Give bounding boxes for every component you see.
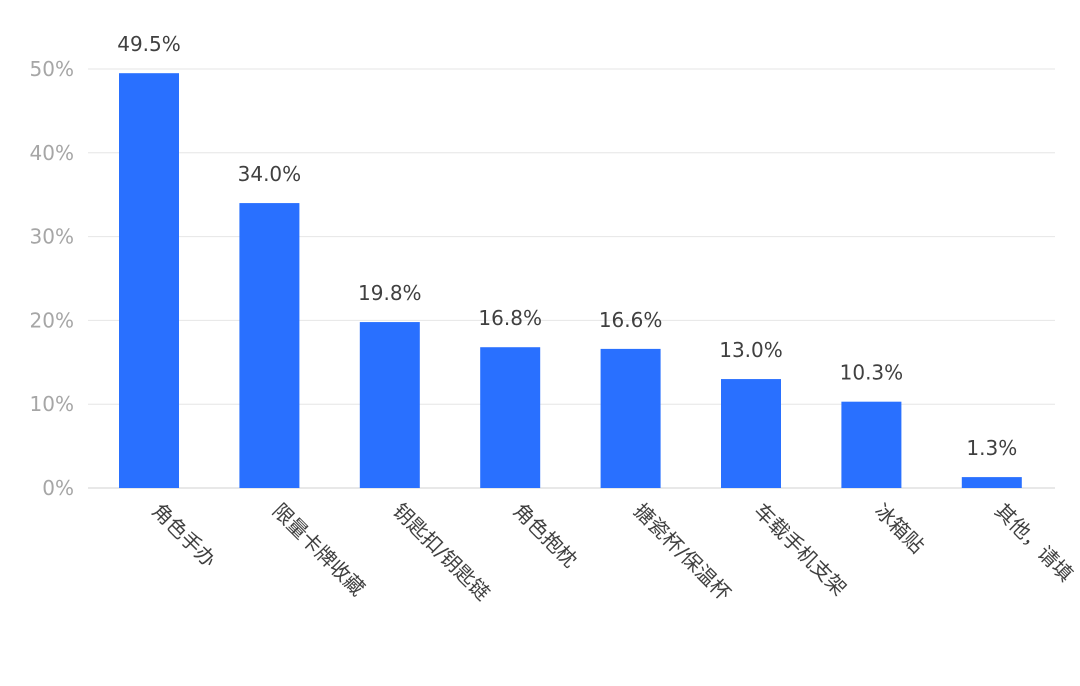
category-label: 车载手机支架 — [749, 499, 851, 601]
y-axis-tick-labels: 0% 10% 20% 30% 40% 50% — [30, 57, 74, 500]
bar — [721, 379, 781, 488]
bar — [359, 322, 420, 488]
data-label: 16.6% — [599, 308, 663, 332]
y-tick-label: 40% — [30, 141, 74, 165]
category-label: 冰箱贴 — [870, 499, 929, 558]
data-label: 10.3% — [840, 361, 904, 385]
data-label: 34.0% — [238, 162, 302, 186]
data-label: 13.0% — [719, 338, 783, 362]
bar — [239, 203, 300, 488]
y-tick-label: 10% — [30, 392, 74, 416]
x-axis-category-labels: 角色手办 限量卡牌收藏 钥匙扣/钥匙链 角色抱枕 搪瓷杯/保温杯 车载手机支架 冰箱贴 其他，… — [147, 499, 1077, 606]
gridlines — [88, 68, 1055, 489]
data-label: 1.3% — [966, 436, 1017, 460]
data-label: 16.8% — [478, 306, 542, 330]
bar — [600, 348, 661, 488]
category-label: 角色抱枕 — [509, 499, 583, 573]
bars — [119, 73, 1022, 488]
data-label: 49.5% — [117, 32, 181, 56]
category-label: 钥匙扣/钥匙链 — [388, 499, 495, 606]
data-label: 19.8% — [358, 281, 422, 305]
y-tick-label: 30% — [30, 225, 74, 249]
y-tick-label: 0% — [42, 476, 74, 500]
category-label: 搪瓷杯/保温杯 — [629, 499, 736, 606]
category-label: 限量卡牌收藏 — [268, 499, 370, 601]
bar — [841, 401, 902, 488]
bar — [480, 347, 541, 488]
bar — [961, 477, 1022, 488]
category-label: 其他，请填 — [990, 499, 1078, 587]
bar — [119, 73, 179, 488]
data-labels: 49.5% 34.0% 19.8% 16.8% 16.6% 13.0% 10.3% 1.3% — [117, 32, 1017, 460]
y-tick-label: 50% — [30, 57, 74, 81]
y-tick-label: 20% — [30, 308, 74, 332]
category-label: 角色手办 — [147, 499, 221, 573]
